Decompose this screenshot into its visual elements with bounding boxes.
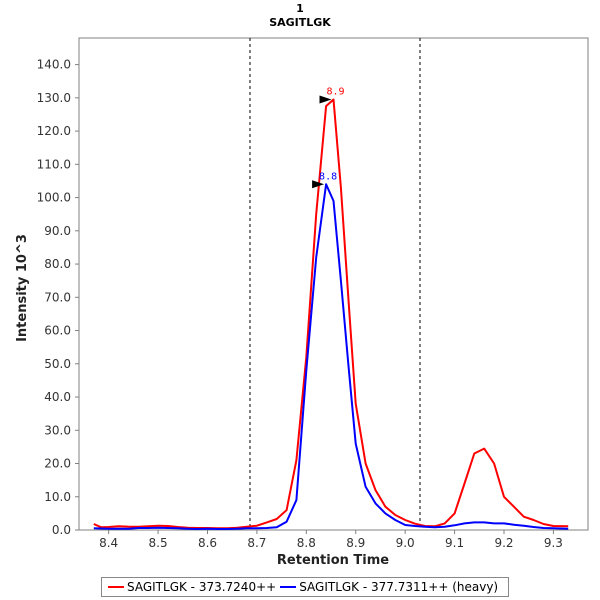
x-tick-label: 8.4 bbox=[99, 536, 118, 550]
x-axis: 8.4 8.5 8.6 8.7 8.8 8.9 9.0 9.1 9.2 9.3 bbox=[99, 530, 563, 550]
y-tick-label: 50.0 bbox=[44, 357, 71, 371]
y-tick-label: 70.0 bbox=[44, 290, 71, 304]
series-lines bbox=[93, 98, 569, 530]
y-tick-label: 20.0 bbox=[44, 457, 71, 471]
x-tick-label: 9.3 bbox=[544, 536, 563, 550]
legend-item-heavy: SAGITLGK - 377.7311++ (heavy) bbox=[280, 580, 498, 594]
y-tick-label: 90.0 bbox=[44, 224, 71, 238]
y-axis-label: Intensity 10^3 bbox=[15, 234, 30, 342]
y-tick-label: 0.0 bbox=[52, 523, 71, 537]
plot-area bbox=[78, 37, 589, 531]
legend: SAGITLGK - 373.7240++ SAGITLGK - 377.731… bbox=[101, 577, 510, 597]
x-tick-label: 8.8 bbox=[297, 536, 316, 550]
y-tick-label: 120.0 bbox=[37, 124, 71, 138]
series-line-heavy bbox=[93, 183, 569, 530]
y-tick-label: 110.0 bbox=[37, 157, 71, 171]
legend-swatch-heavy bbox=[280, 586, 297, 588]
x-tick-label: 9.2 bbox=[494, 536, 513, 550]
integration-bounds bbox=[249, 38, 421, 530]
series-line-light bbox=[93, 98, 569, 530]
x-tick-label: 8.7 bbox=[247, 536, 266, 550]
y-axis: 0.0 10.0 20.0 30.0 40.0 50.0 60.0 70.0 80.0 90.0 1… bbox=[37, 58, 79, 537]
legend-item-light: SAGITLGK - 373.7240++ bbox=[108, 580, 276, 594]
y-tick-label: 140.0 bbox=[37, 58, 71, 72]
chart-title: 1 bbox=[296, 2, 304, 15]
x-tick-label: 9.1 bbox=[445, 536, 464, 550]
x-tick-label: 8.6 bbox=[198, 536, 217, 550]
legend-swatch-light bbox=[108, 586, 124, 588]
peak-markers: 8.9 8.8 bbox=[312, 87, 345, 189]
x-tick-label: 8.9 bbox=[346, 536, 365, 550]
peak-label-light: 8.9 bbox=[326, 87, 344, 98]
y-tick-label: 30.0 bbox=[44, 423, 71, 437]
y-tick-label: 10.0 bbox=[44, 490, 71, 504]
y-tick-label: 60.0 bbox=[44, 324, 71, 338]
legend-label-heavy: SAGITLGK - 377.7311++ (heavy) bbox=[299, 580, 499, 594]
x-tick-label: 8.5 bbox=[149, 536, 168, 550]
y-tick-label: 80.0 bbox=[44, 257, 71, 271]
x-tick-label: 9.0 bbox=[396, 536, 415, 550]
peak-marker-arrow bbox=[312, 180, 325, 189]
chart-subtitle: SAGITLGK bbox=[269, 16, 331, 29]
peak-label-heavy: 8.8 bbox=[319, 171, 337, 182]
legend-label-light: SAGITLGK - 373.7240++ bbox=[127, 580, 277, 594]
y-tick-label: 130.0 bbox=[37, 91, 71, 105]
y-tick-label: 100.0 bbox=[37, 191, 71, 205]
x-axis-label: Retention Time bbox=[277, 553, 389, 568]
peak-marker-arrow bbox=[319, 95, 332, 104]
y-tick-label: 40.0 bbox=[44, 390, 71, 404]
